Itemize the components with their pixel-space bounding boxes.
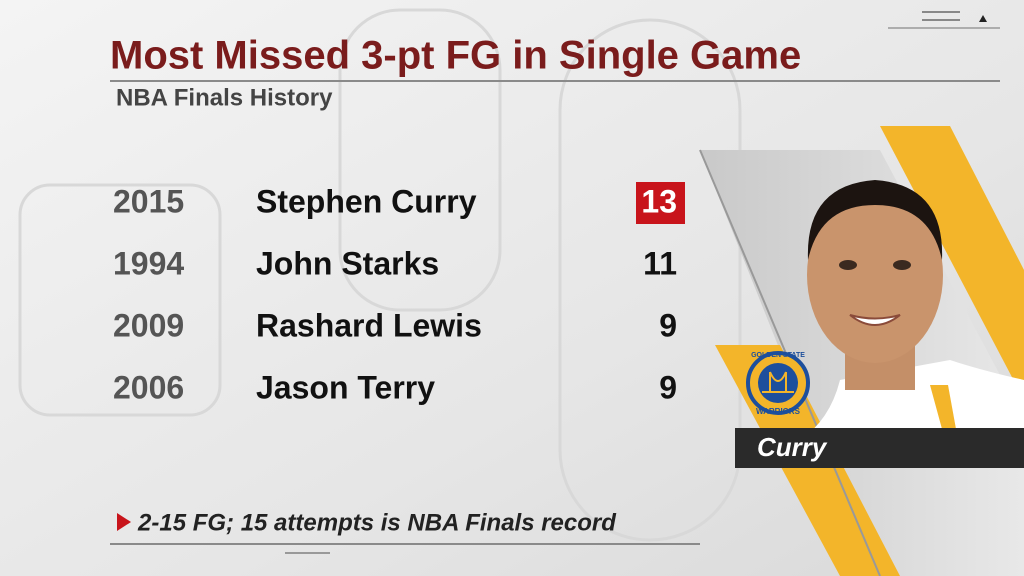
watermark-shape bbox=[18, 183, 222, 417]
eye bbox=[839, 260, 857, 270]
subtitle: NBA Finals History bbox=[116, 84, 333, 111]
year: 1994 bbox=[113, 245, 184, 281]
missed-count: 11 bbox=[643, 245, 677, 281]
missed-count: 9 bbox=[659, 307, 677, 343]
menu-arrow bbox=[979, 15, 987, 22]
team-logo-inner bbox=[758, 363, 798, 403]
player-name: Curry bbox=[757, 432, 828, 462]
hair bbox=[807, 180, 943, 260]
player: Jason Terry bbox=[256, 369, 435, 405]
face bbox=[807, 187, 943, 363]
missed-count: 9 bbox=[659, 369, 677, 405]
name-bar bbox=[735, 428, 1024, 468]
highlight-box bbox=[636, 182, 685, 224]
jersey-trim bbox=[930, 385, 958, 440]
player: Stephen Curry bbox=[256, 183, 477, 219]
watermark-shape bbox=[558, 18, 742, 542]
missed-count: 13 bbox=[641, 183, 677, 219]
table: 2015 Stephen Curry 13 1994 John Starks 11 2009… bbox=[113, 183, 677, 405]
watermark-shape bbox=[338, 8, 502, 312]
footnote-marker bbox=[117, 513, 131, 531]
year: 2015 bbox=[113, 183, 184, 219]
watermark bbox=[18, 8, 742, 542]
footnote: 2-15 FG; 15 attempts is NBA Finals recor… bbox=[137, 509, 617, 536]
player-photo bbox=[800, 180, 1024, 440]
player: Rashard Lewis bbox=[256, 307, 482, 343]
year: 2006 bbox=[113, 369, 184, 405]
logo-text: WARRIORS bbox=[756, 407, 801, 416]
player: John Starks bbox=[256, 245, 439, 281]
eye bbox=[893, 260, 911, 270]
bridge-icon bbox=[762, 371, 794, 393]
smile bbox=[849, 314, 901, 326]
year: 2009 bbox=[113, 307, 184, 343]
logo-text: GOLDEN STATE bbox=[751, 352, 805, 359]
title: Most Missed 3-pt FG in Single Game bbox=[110, 34, 801, 78]
